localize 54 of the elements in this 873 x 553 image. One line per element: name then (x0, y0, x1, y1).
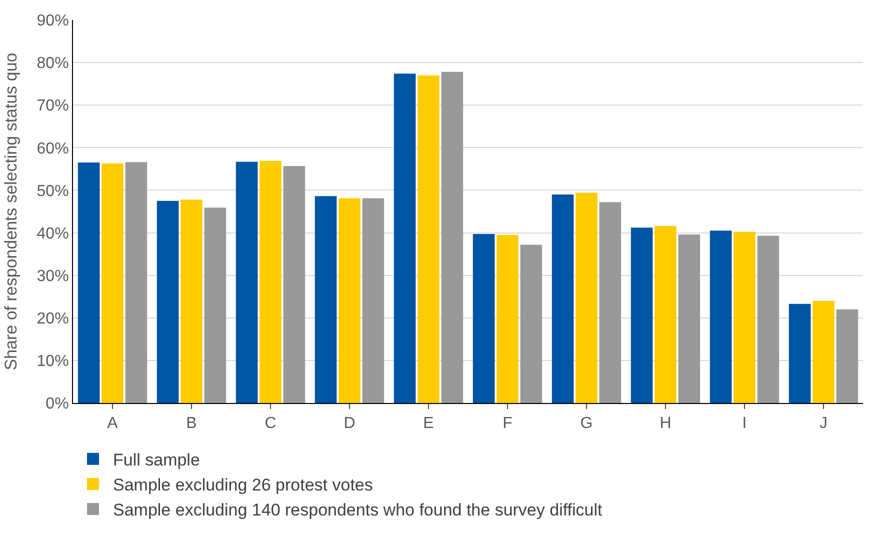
y-tick-label: 10% (36, 353, 69, 370)
bar (180, 200, 202, 403)
x-tick-label: B (186, 415, 197, 432)
x-tick-label: D (344, 415, 356, 432)
bar (338, 198, 360, 403)
x-tick-label: G (580, 415, 593, 432)
y-tick-label: 40% (36, 225, 69, 242)
bar (125, 162, 148, 403)
bar (418, 75, 440, 403)
x-tick-label: F (502, 415, 513, 432)
bar (654, 226, 676, 403)
bar (441, 72, 464, 403)
y-tick-label: 90% (36, 12, 69, 30)
bar (734, 232, 756, 403)
x-tick-label: C (264, 415, 276, 432)
bar (836, 309, 858, 403)
legend-label: Sample excluding 26 protest votes (113, 476, 373, 495)
bar (496, 234, 518, 403)
y-tick-label: 50% (36, 182, 69, 200)
legend-label: Sample excluding 140 respondents who found the survey difficult (113, 500, 602, 520)
x-tick-label: I (742, 415, 747, 432)
y-tick-label: 80% (36, 55, 69, 72)
bar (472, 234, 495, 403)
y-tick-label: 30% (36, 268, 69, 285)
bar (362, 198, 384, 403)
bar (236, 162, 258, 403)
bar (630, 228, 653, 403)
y-tick-label: 20% (36, 310, 69, 328)
bar (678, 234, 700, 403)
x-tick-label: A (107, 415, 118, 432)
bar (260, 160, 282, 403)
bar (156, 200, 179, 403)
bar (552, 194, 574, 403)
bar (710, 230, 732, 403)
bar (314, 196, 337, 403)
bar (520, 244, 542, 403)
y-tick-label: 70% (36, 98, 69, 115)
bar (757, 236, 780, 403)
bar (599, 202, 622, 403)
bar (102, 163, 124, 403)
y-tick-label: 60% (36, 140, 69, 158)
bar (576, 192, 598, 403)
y-tick-label: 0% (46, 396, 69, 413)
bar (204, 208, 226, 403)
bar (78, 162, 100, 403)
bar (394, 74, 416, 403)
x-tick-label: H (660, 415, 672, 432)
x-tick-label: E (423, 415, 434, 432)
bar (788, 304, 811, 403)
bar (812, 300, 834, 403)
legend-label: Full sample (113, 450, 200, 470)
bar (283, 166, 306, 403)
y-axis-title: Share of respondents selecting status quo (1, 52, 20, 370)
x-tick-label: J (820, 415, 828, 432)
